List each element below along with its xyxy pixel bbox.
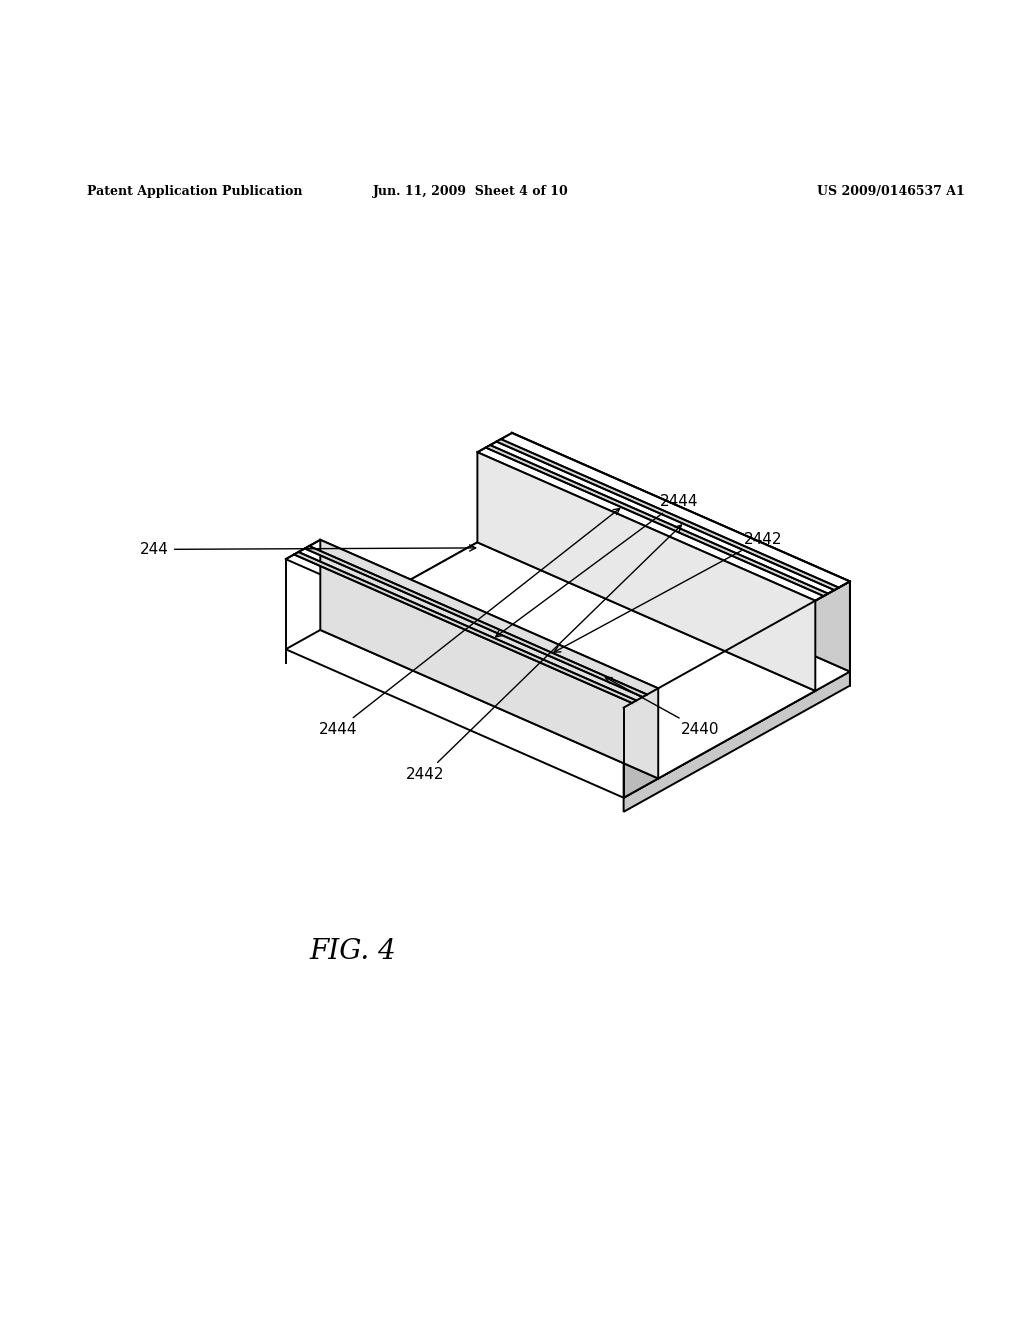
- Polygon shape: [321, 543, 815, 779]
- Text: 2440: 2440: [605, 677, 720, 737]
- Text: 2442: 2442: [554, 532, 782, 652]
- Polygon shape: [485, 445, 828, 597]
- Polygon shape: [305, 546, 647, 697]
- Polygon shape: [512, 523, 850, 685]
- Text: 244: 244: [140, 543, 476, 557]
- Text: Jun. 11, 2009  Sheet 4 of 10: Jun. 11, 2009 Sheet 4 of 10: [373, 185, 569, 198]
- Polygon shape: [624, 672, 850, 812]
- Polygon shape: [321, 540, 658, 779]
- Polygon shape: [497, 440, 839, 590]
- Text: US 2009/0146537 A1: US 2009/0146537 A1: [817, 185, 965, 198]
- Polygon shape: [286, 540, 658, 708]
- Text: FIG. 4: FIG. 4: [310, 939, 396, 965]
- Text: 2442: 2442: [406, 525, 681, 783]
- Polygon shape: [624, 688, 658, 797]
- Polygon shape: [477, 453, 815, 690]
- Text: Patent Application Publication: Patent Application Publication: [87, 185, 302, 198]
- Polygon shape: [286, 523, 850, 797]
- Polygon shape: [477, 433, 850, 601]
- Text: 2444: 2444: [318, 508, 620, 737]
- Text: 2444: 2444: [496, 494, 698, 636]
- Polygon shape: [512, 433, 850, 672]
- Polygon shape: [294, 552, 637, 704]
